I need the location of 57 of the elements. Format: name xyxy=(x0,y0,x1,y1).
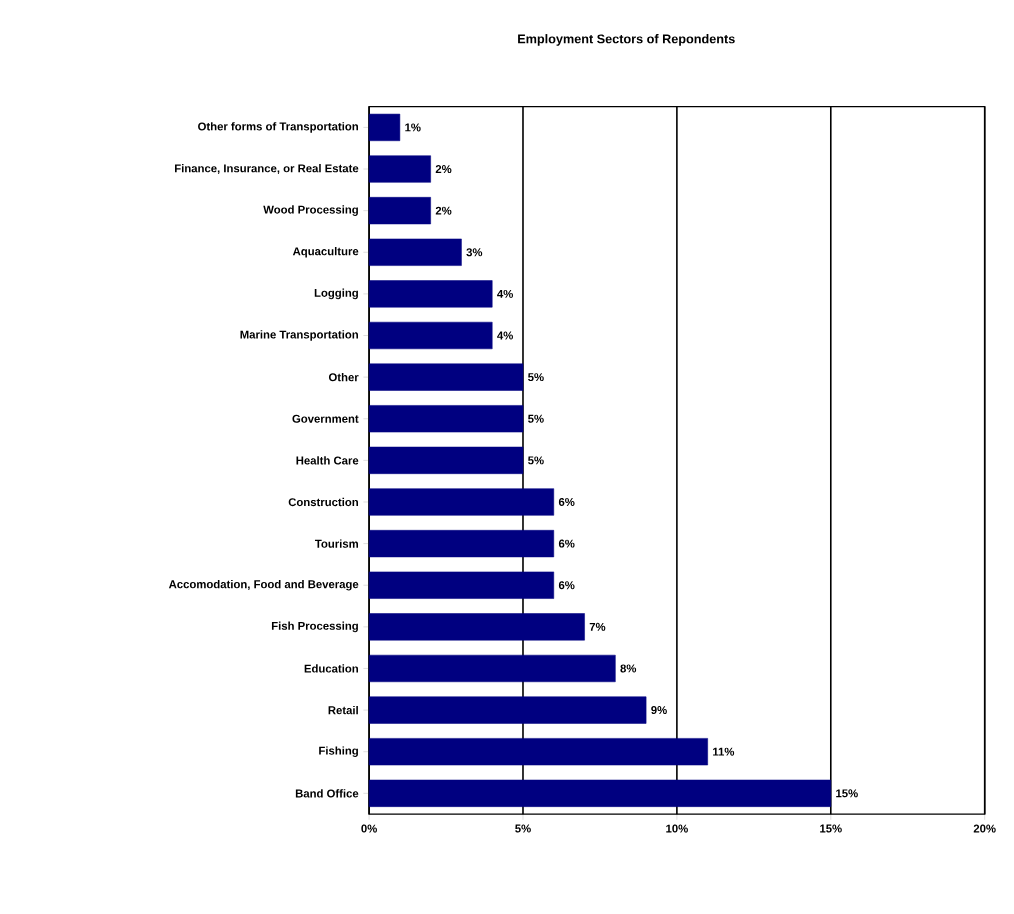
y-tick-label: Other xyxy=(328,372,359,382)
data-label: 4% xyxy=(497,289,513,298)
y-tick-label: Logging xyxy=(314,288,358,300)
y-tick-label: Accomodation, Food and Beverage xyxy=(168,579,359,591)
bar xyxy=(368,738,708,766)
bar xyxy=(368,613,585,641)
bar xyxy=(368,155,431,183)
bar xyxy=(368,571,555,599)
y-tick-label: Marine Transportation xyxy=(240,330,358,341)
data-label: 4% xyxy=(497,331,513,340)
y-tick-label: Finance, Insurance, or Real Estate xyxy=(175,164,359,174)
x-tick-label: 0% xyxy=(361,824,377,833)
bar xyxy=(368,405,524,433)
data-label: 8% xyxy=(620,664,637,673)
bar xyxy=(368,197,431,225)
y-tick-label: Fishing xyxy=(319,746,358,757)
y-tick-label: Tourism xyxy=(314,539,358,548)
bar xyxy=(368,488,555,516)
x-tick-label: 15% xyxy=(820,824,842,833)
x-tick-label: 10% xyxy=(666,824,688,833)
data-label: 7% xyxy=(589,622,606,631)
data-label: 5% xyxy=(528,373,544,382)
bar xyxy=(368,238,462,266)
bar xyxy=(368,529,555,558)
data-label: 6% xyxy=(558,581,575,590)
bar xyxy=(368,363,524,391)
x-tick-label: 5% xyxy=(515,824,531,833)
data-label: 3% xyxy=(466,248,483,257)
data-label: 2% xyxy=(435,206,452,215)
y-tick-label: Wood Processing xyxy=(263,205,358,216)
y-tick-label: Band Office xyxy=(295,789,359,798)
y-tick-label: Construction xyxy=(288,497,358,507)
y-tick-label: Government xyxy=(292,414,359,423)
data-label: 5% xyxy=(528,456,544,465)
bar xyxy=(368,779,832,807)
data-label: 9% xyxy=(651,706,667,715)
data-label: 1% xyxy=(405,123,421,132)
y-tick-label: Fish Processing xyxy=(271,621,358,633)
data-label: 2% xyxy=(435,165,452,173)
y-tick-label: Health Care xyxy=(296,456,359,465)
data-label: 6% xyxy=(558,539,575,548)
data-label: 5% xyxy=(528,414,544,423)
bar xyxy=(368,654,616,683)
data-label: 11% xyxy=(713,747,735,756)
bar xyxy=(368,280,493,308)
bar xyxy=(368,696,647,724)
bar xyxy=(368,446,524,474)
y-tick-label: Other forms of Transportation xyxy=(198,122,358,133)
y-tick-label: Education xyxy=(304,664,358,673)
y-tick-label: Aquaculture xyxy=(292,246,359,258)
data-label: 15% xyxy=(836,789,858,798)
bar xyxy=(368,113,401,141)
x-tick-label: 20% xyxy=(973,824,996,833)
bar xyxy=(368,321,493,350)
chart-title: Employment Sectors of Repondents xyxy=(518,34,735,46)
data-label: 6% xyxy=(558,497,575,506)
y-tick-label: Retail xyxy=(328,705,358,715)
